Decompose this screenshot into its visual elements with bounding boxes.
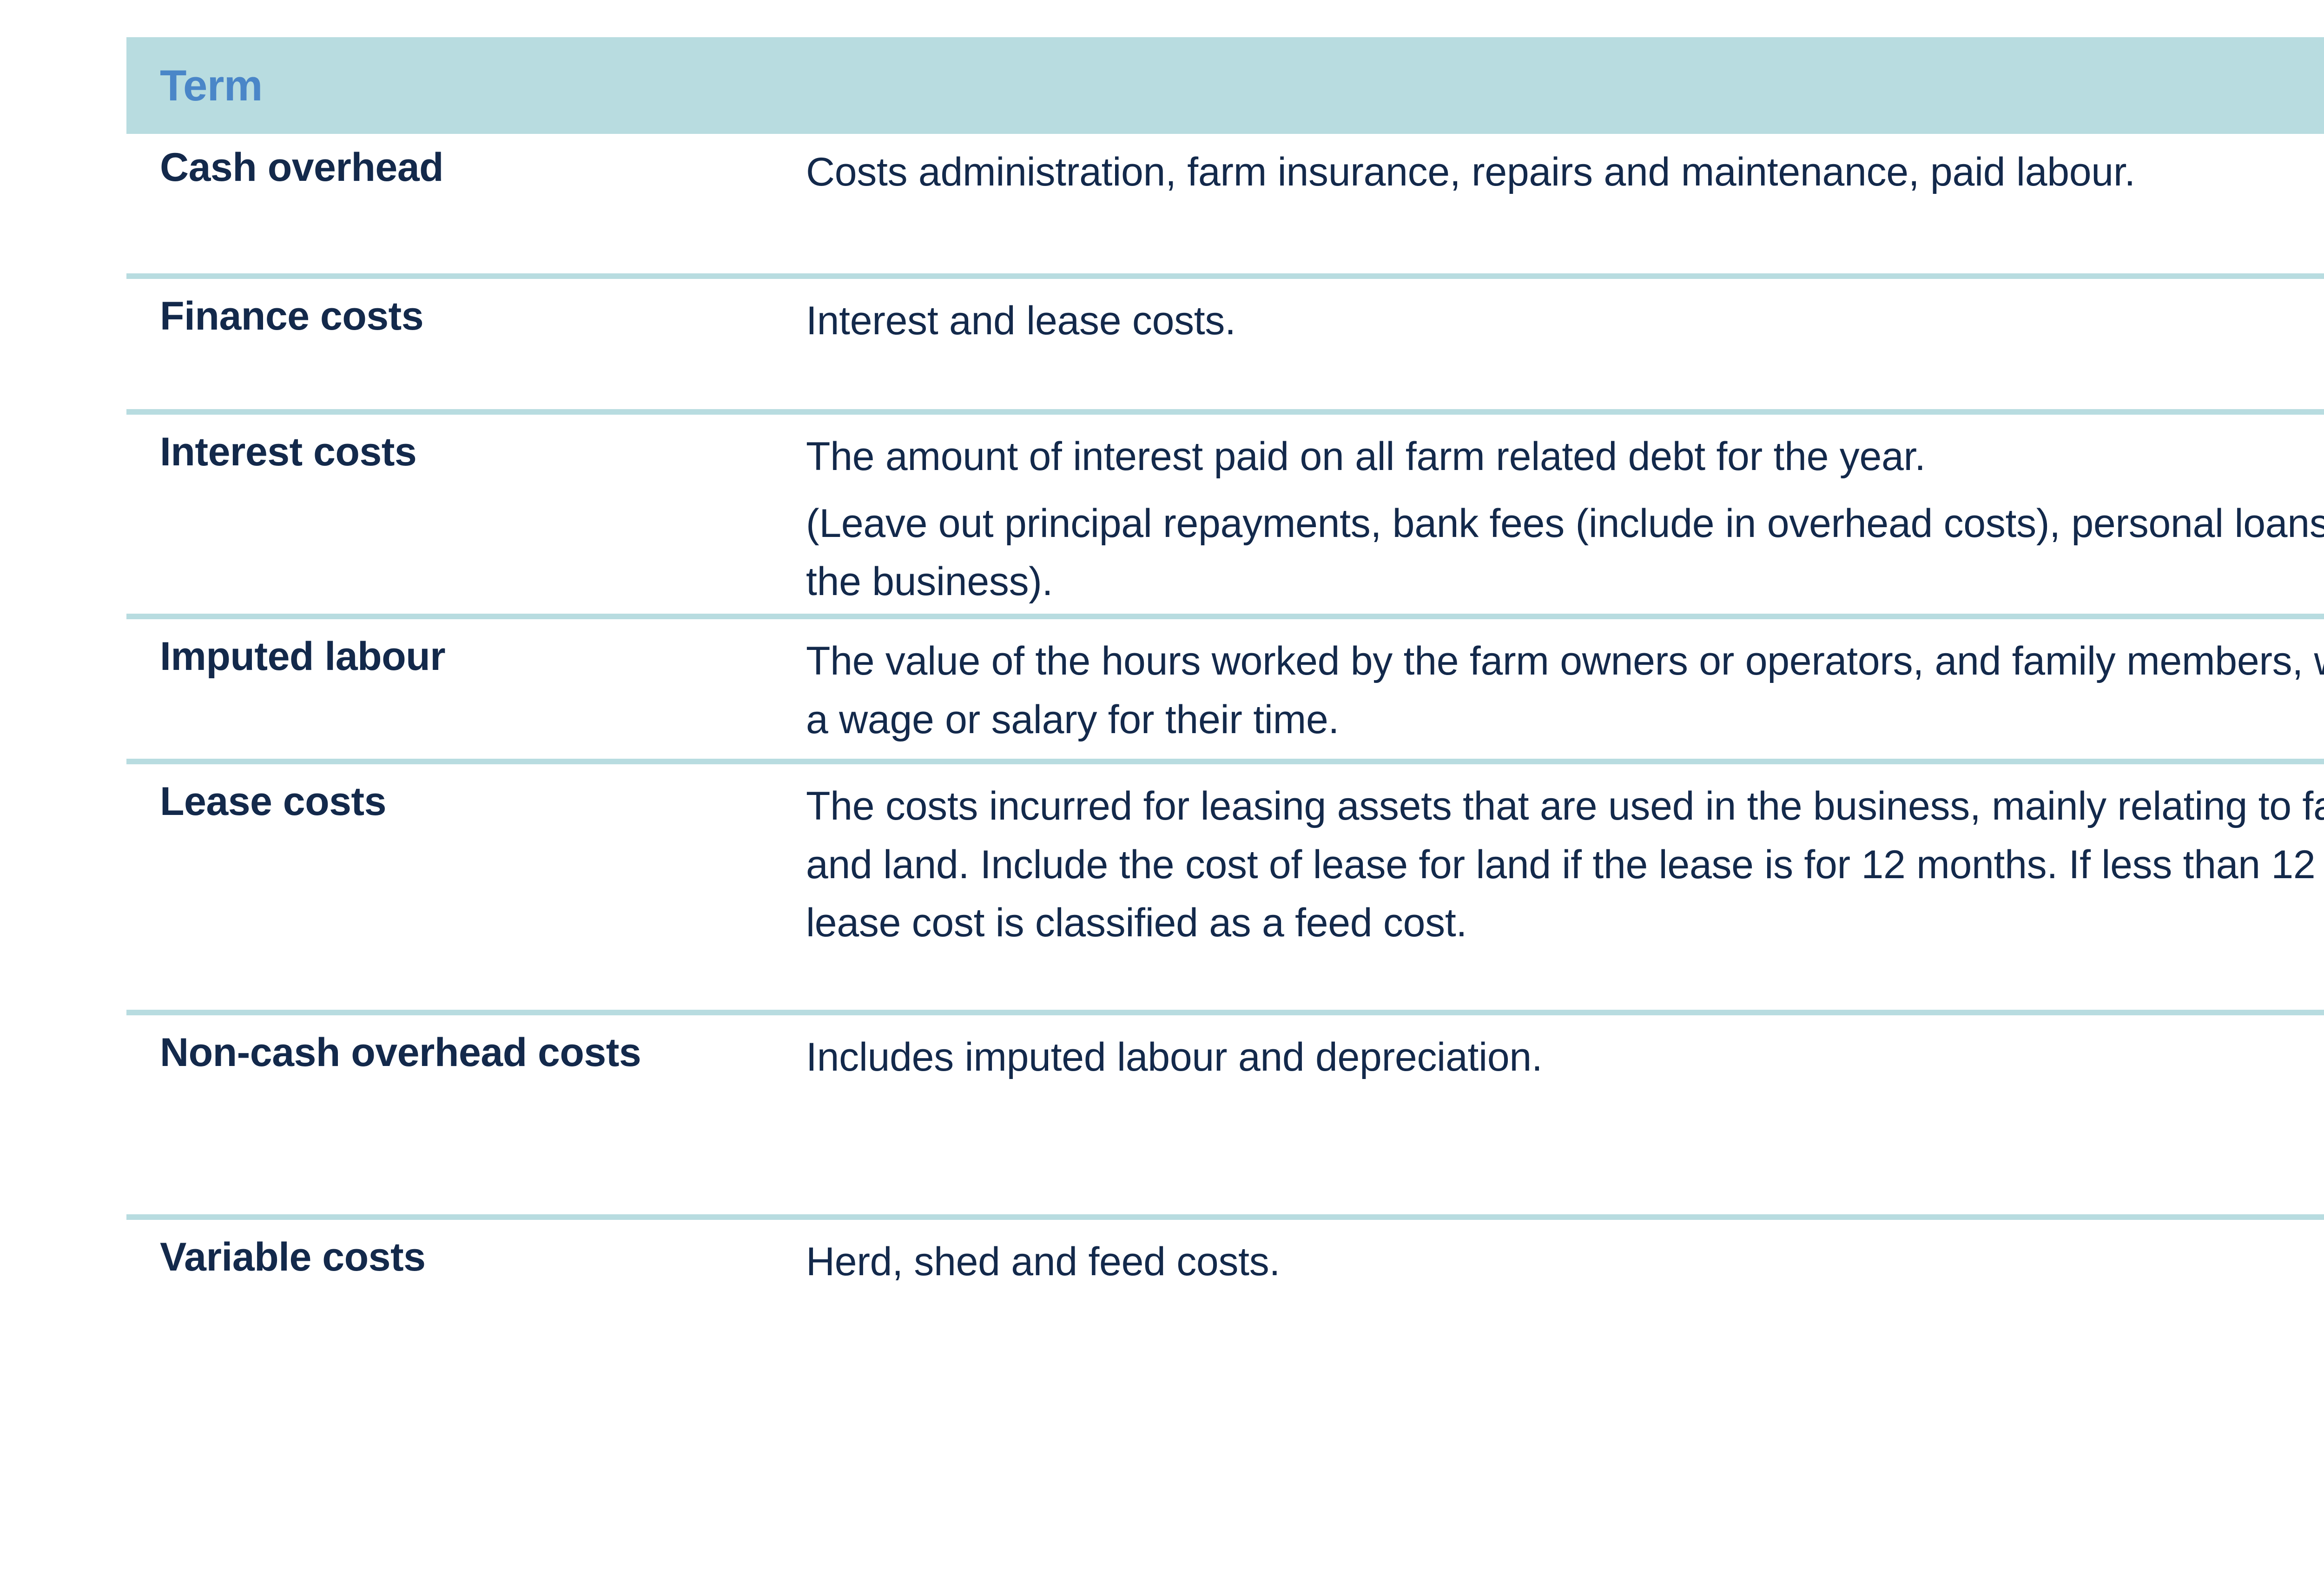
definition-cell: Herd, shed and feed costs.	[806, 1224, 2324, 1331]
table-row: Interest costs The amount of interest pa…	[126, 409, 2324, 614]
definition-cell: The costs incurred for leasing assets th…	[806, 768, 2324, 1010]
table-row: Finance costs Interest and lease costs.	[126, 273, 2324, 409]
definition-cell: Costs administration, farm insurance, re…	[806, 134, 2324, 273]
term-cell: Lease costs	[160, 779, 386, 824]
term-cell: Finance costs	[160, 294, 424, 338]
column-header-definition: Definition	[806, 64, 2324, 107]
definition-cell: Interest and lease costs.	[806, 283, 2324, 409]
term-cell: Interest costs	[160, 430, 417, 474]
table-row: Variable costs Herd, shed and feed costs…	[126, 1214, 2324, 1331]
term-cell: Variable costs	[160, 1235, 426, 1279]
table-row: Cash overhead Costs administration, farm…	[126, 134, 2324, 273]
term-cell: Non-cash overhead costs	[160, 1030, 641, 1075]
table-row: Lease costs The costs incurred for leasi…	[126, 759, 2324, 1010]
definition-paragraph: (Leave out principal repayments, bank fe…	[806, 501, 2324, 604]
definition-paragraph: Herd, shed and feed costs.	[806, 1239, 1281, 1284]
column-header-term: Term	[160, 61, 263, 110]
definition-paragraph: Interest and lease costs.	[806, 298, 1236, 343]
definition-paragraph: The value of the hours worked by the far…	[806, 639, 2324, 742]
term-cell: Imputed labour	[160, 634, 446, 679]
table-row: Non-cash overhead costs Includes imputed…	[126, 1010, 2324, 1214]
definition-paragraph: Costs administration, farm insurance, re…	[806, 150, 2136, 194]
definition-paragraph: The amount of interest paid on all farm …	[806, 434, 1926, 479]
table-row: Imputed labour The value of the hours wo…	[126, 614, 2324, 759]
table-header-row: Term Definition	[126, 37, 2324, 134]
term-cell: Cash overhead	[160, 145, 444, 190]
definition-paragraph: The costs incurred for leasing assets th…	[806, 784, 2324, 946]
definition-cell: The amount of interest paid on all farm …	[806, 418, 2324, 614]
definition-cell: Includes imputed labour and depreciation…	[806, 1019, 2324, 1214]
glossary-table: Term Definition Cash overhead Costs admi…	[126, 37, 2324, 1331]
definition-paragraph: Includes imputed labour and depreciation…	[806, 1035, 1543, 1079]
definition-cell: The value of the hours worked by the far…	[806, 623, 2324, 759]
